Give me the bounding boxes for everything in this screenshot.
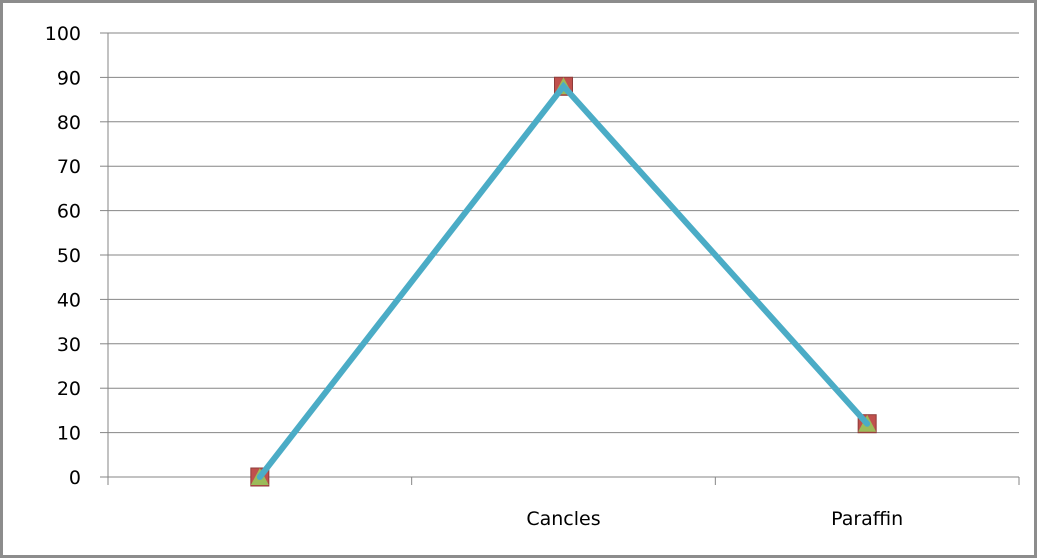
y-tick-label: 90 xyxy=(57,67,81,89)
y-tick-label: 10 xyxy=(57,423,81,445)
y-tick-label: 80 xyxy=(57,112,81,134)
y-tick-label: 0 xyxy=(69,467,81,489)
x-axis: Cancles Paraffin xyxy=(107,476,1020,530)
y-tick-label: 50 xyxy=(57,245,81,267)
y-tick-label: 100 xyxy=(45,23,81,45)
series-line xyxy=(256,81,871,480)
series-layer xyxy=(250,76,877,487)
y-tick-label: 70 xyxy=(57,156,81,178)
y-tick-label: 40 xyxy=(57,289,81,311)
y-tick-label: 60 xyxy=(57,201,81,223)
y-axis: 0 10 20 30 40 50 60 70 80 90 100 xyxy=(45,23,109,489)
y-tick-label: 30 xyxy=(57,334,81,356)
y-tick-label: 20 xyxy=(57,378,81,400)
line-chart: 0 10 20 30 40 50 60 70 80 90 100 Cancles Paraffin xyxy=(45,23,1020,530)
x-tick-label: Cancles xyxy=(526,508,600,530)
x-tick-label: Paraffin xyxy=(831,508,903,530)
